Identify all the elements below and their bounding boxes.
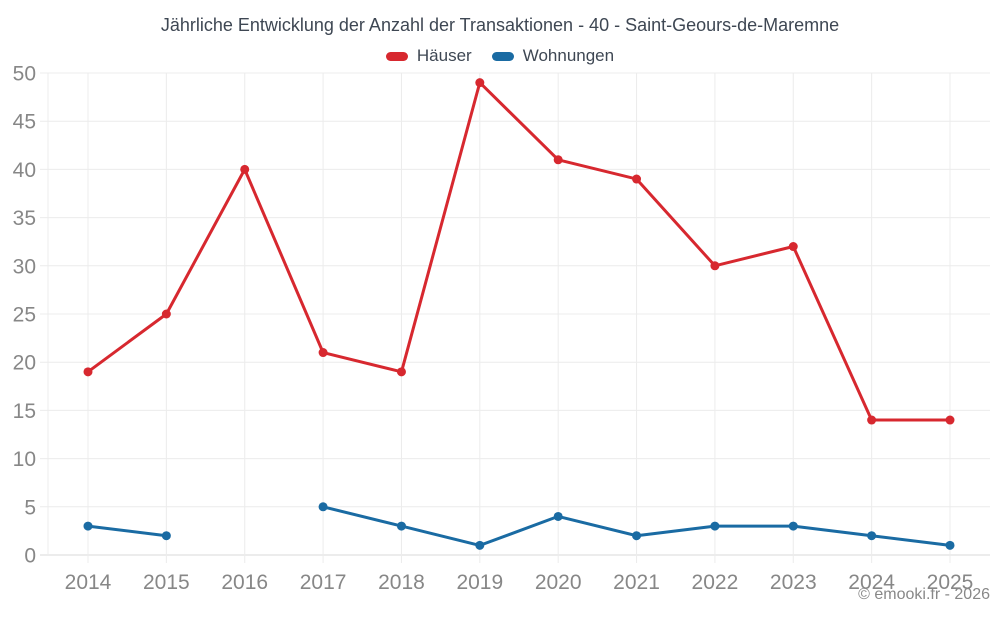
data-point-wohnungen-2023 — [788, 521, 798, 531]
haeuser-swatch-icon — [385, 51, 408, 61]
x-tick-label: 2014 — [65, 571, 112, 594]
data-point-haeuser-2025 — [945, 415, 955, 425]
y-tick-label: 10 — [13, 448, 36, 471]
chart-title: Jährliche Entwicklung der Anzahl der Tra… — [160, 15, 840, 35]
y-tick-label: 40 — [13, 159, 36, 182]
wohnungen-swatch-icon — [491, 51, 514, 61]
y-tick-label: 5 — [24, 496, 36, 519]
y-tick-label: 50 — [13, 63, 36, 86]
data-point-wohnungen-2018 — [396, 521, 406, 531]
y-tick-label: 30 — [13, 255, 36, 278]
x-tick-label: 2017 — [300, 571, 347, 594]
y-tick-label: 15 — [13, 400, 36, 423]
data-point-haeuser-2019 — [475, 78, 485, 88]
data-point-haeuser-2024 — [867, 415, 877, 425]
data-point-wohnungen-2014 — [83, 521, 93, 531]
series-line-haeuser — [86, 81, 952, 422]
legend-label-haeuser: Häuser — [416, 46, 472, 65]
data-point-wohnungen-2021 — [632, 531, 642, 541]
data-point-haeuser-2017 — [318, 348, 328, 358]
x-tick-label: 2024 — [848, 571, 895, 594]
data-point-haeuser-2014 — [83, 367, 93, 377]
data-point-haeuser-2018 — [396, 367, 406, 377]
legend-label-wohnungen: Wohnungen — [522, 46, 615, 65]
data-point-wohnungen-2017 — [318, 502, 328, 512]
data-point-wohnungen-2022 — [710, 521, 720, 531]
data-point-wohnungen-2024 — [867, 531, 877, 541]
data-point-wohnungen-2015 — [161, 531, 171, 541]
data-point-haeuser-2020 — [553, 155, 563, 165]
series-line-wohnungen — [86, 505, 952, 547]
x-tick-label: 2016 — [221, 571, 268, 594]
legend-item-wohnungen[interactable]: Wohnungen — [491, 46, 615, 66]
y-tick-label: 20 — [13, 352, 36, 375]
legend-item-haeuser[interactable]: Häuser — [385, 46, 472, 66]
x-tick-label: 2019 — [456, 571, 503, 594]
y-tick-label: 35 — [13, 207, 36, 230]
x-tick-label: 2018 — [378, 571, 425, 594]
y-tick-label: 0 — [24, 545, 36, 568]
x-tick-label: 2022 — [692, 571, 739, 594]
data-point-wohnungen-2019 — [475, 540, 485, 550]
x-tick-label: 2021 — [613, 571, 660, 594]
copyright: © emooki.fr - 2026 — [858, 586, 990, 603]
x-tick-label: 2020 — [535, 571, 582, 594]
data-point-haeuser-2016 — [240, 164, 250, 174]
data-point-haeuser-2015 — [161, 309, 171, 319]
legend: Häuser Wohnungen — [0, 46, 1000, 66]
data-point-haeuser-2022 — [710, 261, 720, 271]
y-tick-label: 45 — [13, 111, 36, 134]
x-tick-label: 2025 — [927, 571, 974, 594]
data-point-haeuser-2021 — [632, 174, 642, 184]
data-point-haeuser-2023 — [788, 242, 798, 252]
x-tick-label: 2023 — [770, 571, 817, 594]
x-tick-label: 2015 — [143, 571, 190, 594]
data-point-wohnungen-2020 — [553, 511, 563, 521]
y-tick-label: 25 — [13, 304, 36, 327]
data-point-wohnungen-2025 — [945, 540, 955, 550]
